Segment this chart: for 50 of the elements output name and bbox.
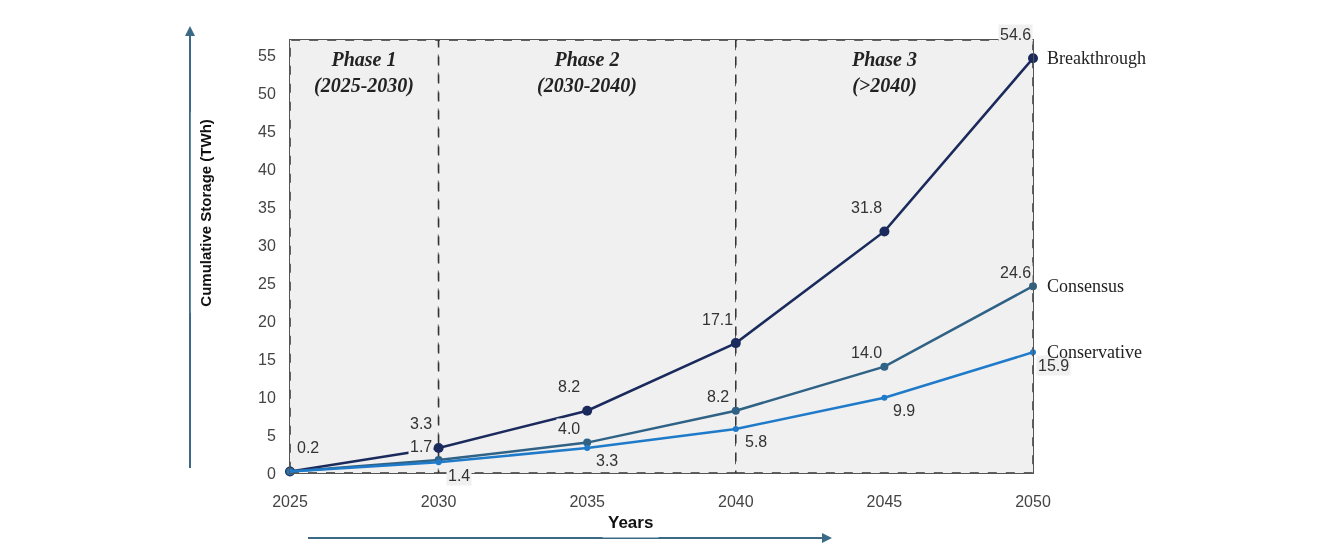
y-tick-label: 35 bbox=[258, 198, 276, 216]
point bbox=[881, 394, 888, 401]
band-label: Phase 1 (2025-2030) bbox=[314, 48, 414, 97]
data-label: 5.8 bbox=[745, 433, 768, 450]
y-tick-label: 0 bbox=[266, 464, 276, 482]
data-label: 0.2 bbox=[297, 439, 320, 456]
x-tick-label: 2045 bbox=[866, 493, 903, 511]
y-tick-label: 45 bbox=[258, 122, 276, 140]
point bbox=[732, 425, 739, 432]
y-tick-label: 55 bbox=[258, 46, 276, 64]
y-tick-label: 10 bbox=[258, 388, 276, 406]
data-label: 14.0 bbox=[851, 344, 883, 361]
y-tick-label: 30 bbox=[258, 236, 276, 254]
data-label: 3.3 bbox=[596, 452, 619, 469]
point bbox=[582, 405, 593, 416]
data-label: 17.1 bbox=[702, 311, 734, 328]
y-tick-label: 20 bbox=[258, 312, 276, 330]
data-label: 1.4 bbox=[448, 467, 471, 484]
point bbox=[433, 442, 444, 453]
point bbox=[731, 406, 740, 415]
x-tick-label: 2050 bbox=[1015, 493, 1051, 511]
y-tick-label: 25 bbox=[258, 274, 276, 292]
data-label: 54.6 bbox=[1000, 26, 1032, 43]
x-tick-label: 2035 bbox=[569, 493, 606, 511]
y-tick-label: 50 bbox=[258, 84, 276, 102]
point bbox=[584, 444, 591, 451]
data-label: 1.7 bbox=[410, 438, 433, 455]
data-label: 24.6 bbox=[1000, 264, 1032, 281]
y-tick-label: 40 bbox=[258, 160, 276, 178]
y-tick-label: 15 bbox=[258, 350, 276, 368]
series-label: Breakthrough bbox=[1047, 48, 1146, 68]
data-label: 8.2 bbox=[558, 378, 581, 395]
data-label: 8.2 bbox=[707, 388, 730, 405]
y-axis-title: Cumulative Storage (TWh) bbox=[197, 119, 215, 307]
data-label: 4.0 bbox=[558, 420, 581, 437]
x-tick-label: 2040 bbox=[718, 493, 754, 511]
x-tick-label: 2025 bbox=[272, 493, 308, 511]
x-tick-label: 2030 bbox=[420, 493, 457, 511]
band-label: Phase 2 (2030-2040) bbox=[537, 48, 637, 97]
data-label: 9.9 bbox=[893, 402, 916, 419]
x-axis-title: Years bbox=[608, 513, 654, 532]
data-label: 15.9 bbox=[1038, 357, 1070, 374]
data-label: 31.8 bbox=[851, 199, 883, 216]
point bbox=[730, 338, 741, 349]
point bbox=[879, 226, 890, 237]
point bbox=[880, 362, 889, 371]
band-label: Phase 3 (>2040) bbox=[851, 48, 917, 97]
series-label: Consensus bbox=[1047, 276, 1125, 296]
y-tick-label: 5 bbox=[266, 426, 276, 444]
data-label: 3.3 bbox=[410, 415, 433, 432]
